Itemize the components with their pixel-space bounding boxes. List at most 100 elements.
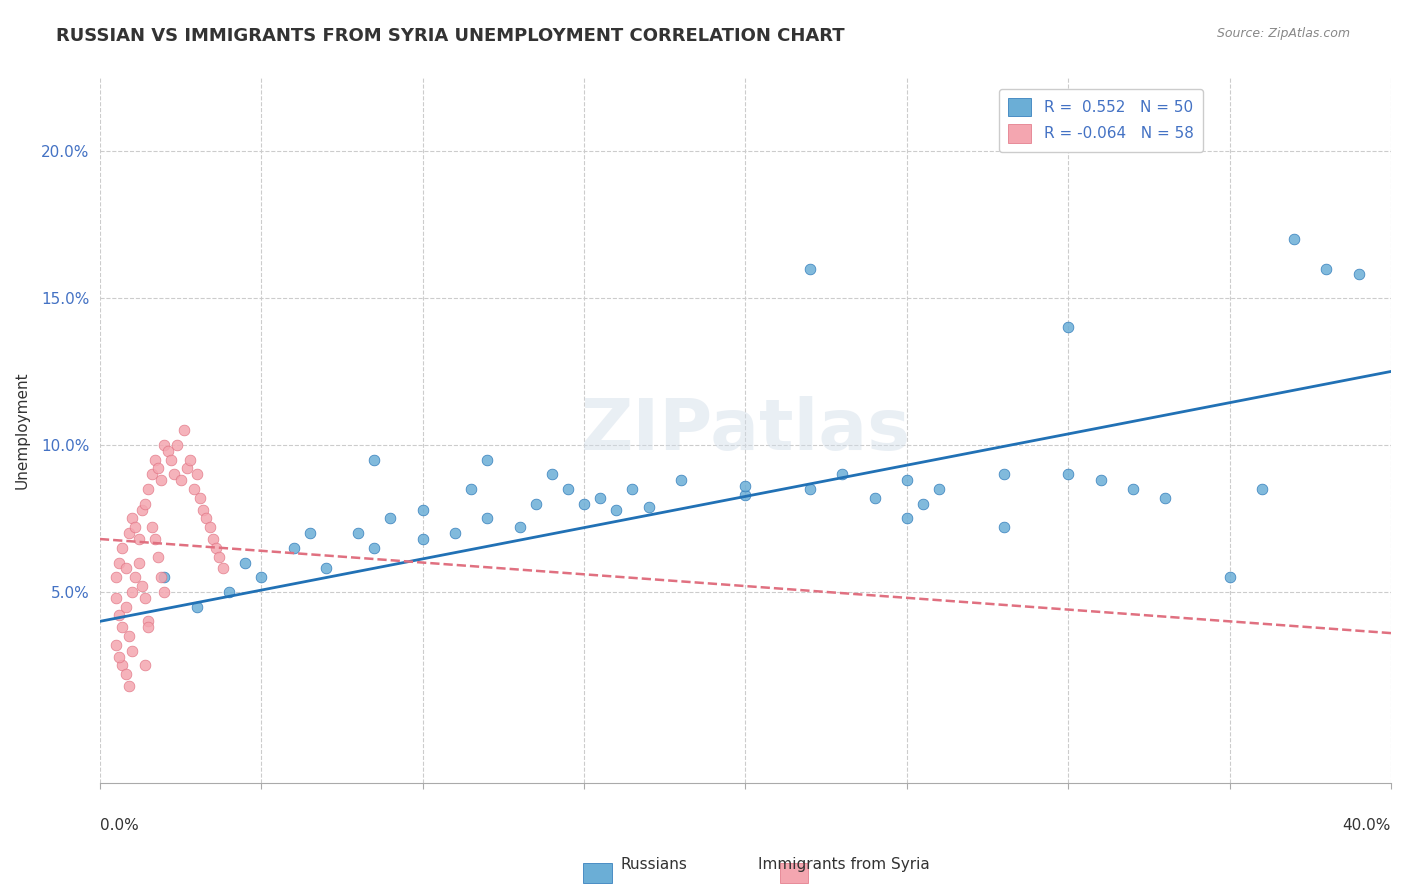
- Point: [141, 520, 163, 534]
- Point: [134, 658, 156, 673]
- Point: [1122, 482, 1144, 496]
- Point: [136, 620, 159, 634]
- Point: [993, 467, 1015, 482]
- Point: [131, 579, 153, 593]
- Point: [114, 599, 136, 614]
- Point: [524, 497, 547, 511]
- Point: [1154, 491, 1177, 505]
- Point: [141, 467, 163, 482]
- Point: [477, 511, 499, 525]
- Point: [105, 638, 128, 652]
- Point: [176, 461, 198, 475]
- Point: [1282, 232, 1305, 246]
- Point: [153, 585, 176, 599]
- Point: [298, 526, 321, 541]
- Point: [211, 561, 233, 575]
- Point: [186, 599, 208, 614]
- Point: [118, 629, 141, 643]
- Point: [380, 511, 402, 525]
- Text: Russians: Russians: [620, 857, 688, 872]
- Point: [111, 658, 134, 673]
- Point: [143, 452, 166, 467]
- Point: [460, 482, 482, 496]
- Point: [136, 615, 159, 629]
- Point: [363, 452, 385, 467]
- Text: ZIPatlas: ZIPatlas: [581, 396, 911, 465]
- Point: [621, 482, 644, 496]
- Point: [160, 452, 183, 467]
- Point: [146, 549, 169, 564]
- Point: [136, 482, 159, 496]
- Y-axis label: Unemployment: Unemployment: [15, 371, 30, 489]
- Point: [150, 473, 173, 487]
- Point: [121, 644, 143, 658]
- Point: [896, 473, 918, 487]
- Point: [179, 452, 201, 467]
- Point: [508, 520, 530, 534]
- Point: [669, 473, 692, 487]
- Text: 0.0%: 0.0%: [100, 818, 139, 833]
- Point: [734, 488, 756, 502]
- Point: [114, 667, 136, 681]
- Point: [572, 497, 595, 511]
- Point: [1219, 570, 1241, 584]
- Point: [831, 467, 853, 482]
- Point: [993, 520, 1015, 534]
- Point: [121, 511, 143, 525]
- Point: [928, 482, 950, 496]
- Point: [1057, 467, 1080, 482]
- Point: [444, 526, 467, 541]
- Point: [166, 438, 188, 452]
- Point: [1347, 268, 1369, 282]
- Point: [250, 570, 273, 584]
- Point: [114, 561, 136, 575]
- Point: [315, 561, 337, 575]
- Point: [131, 502, 153, 516]
- Point: [118, 526, 141, 541]
- Point: [143, 532, 166, 546]
- Point: [896, 511, 918, 525]
- Point: [412, 502, 434, 516]
- Point: [186, 467, 208, 482]
- Point: [347, 526, 370, 541]
- Point: [108, 608, 131, 623]
- Point: [169, 473, 191, 487]
- Point: [218, 585, 240, 599]
- Point: [1315, 261, 1337, 276]
- Legend: R =  0.552   N = 50, R = -0.064   N = 58: R = 0.552 N = 50, R = -0.064 N = 58: [1000, 88, 1202, 152]
- Point: [195, 511, 218, 525]
- Point: [153, 438, 176, 452]
- Point: [233, 556, 256, 570]
- Point: [799, 261, 821, 276]
- Point: [105, 591, 128, 605]
- Point: [156, 443, 179, 458]
- Point: [134, 591, 156, 605]
- Point: [477, 452, 499, 467]
- Point: [863, 491, 886, 505]
- Point: [1057, 320, 1080, 334]
- Point: [111, 541, 134, 555]
- Point: [150, 570, 173, 584]
- Point: [605, 502, 627, 516]
- Point: [121, 585, 143, 599]
- Point: [124, 570, 146, 584]
- Point: [124, 520, 146, 534]
- Point: [1090, 473, 1112, 487]
- Point: [108, 649, 131, 664]
- Point: [734, 479, 756, 493]
- Point: [118, 679, 141, 693]
- Point: [557, 482, 579, 496]
- Point: [193, 502, 215, 516]
- Point: [183, 482, 205, 496]
- Point: [205, 541, 228, 555]
- Point: [128, 532, 150, 546]
- Point: [799, 482, 821, 496]
- Text: Immigrants from Syria: Immigrants from Syria: [758, 857, 929, 872]
- Point: [637, 500, 659, 514]
- Point: [188, 491, 211, 505]
- Point: [108, 556, 131, 570]
- Point: [128, 556, 150, 570]
- Point: [540, 467, 562, 482]
- Text: RUSSIAN VS IMMIGRANTS FROM SYRIA UNEMPLOYMENT CORRELATION CHART: RUSSIAN VS IMMIGRANTS FROM SYRIA UNEMPLO…: [56, 27, 845, 45]
- Point: [198, 520, 221, 534]
